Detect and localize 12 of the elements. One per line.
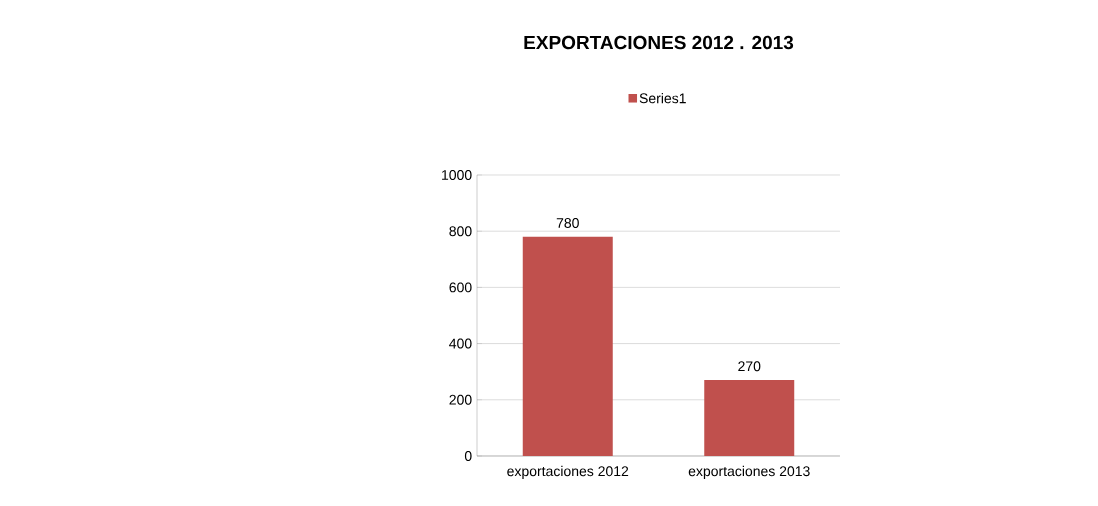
chart-title: EXPORTACIONES 2012 . 2013 [524,35,794,50]
x-tick-label: exportaciones 2012 [507,465,629,479]
y-tick-label: 1000 [442,170,472,180]
y-tick-label: 800 [449,226,472,237]
data-label: 270 [738,361,761,372]
legend-label: Series1 [639,93,686,104]
y-tick-label: 600 [449,282,472,293]
y-tick-label: 400 [449,338,472,349]
data-label: 780 [556,218,579,228]
y-tick-label: 0 [464,451,472,461]
x-tick-label: exportaciones 2013 [688,465,810,479]
y-tick-label: 200 [449,394,472,405]
